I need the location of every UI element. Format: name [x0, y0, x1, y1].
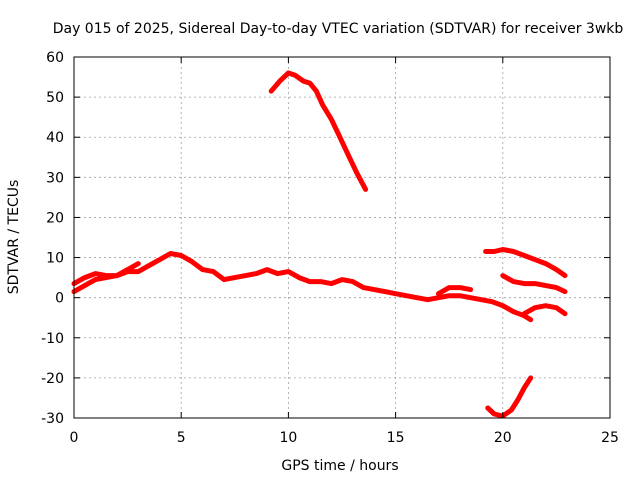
y-tick-label: 10 [46, 251, 64, 267]
series-line-track-early-lower [71, 261, 141, 295]
y-tick-label: -20 [41, 371, 64, 387]
y-tick-label: 30 [46, 170, 64, 186]
series-line-track-upper-arc [268, 70, 369, 192]
series-group [71, 70, 568, 419]
series-line-track-bottom-arc [485, 375, 534, 419]
x-tick-label: 10 [279, 430, 297, 446]
plot-frame [73, 56, 611, 419]
series-line-track-late-middle [500, 273, 568, 295]
y-tick-labels: -30 -20 -10 0 10 20 30 40 50 60 [41, 50, 64, 427]
grid [74, 57, 610, 418]
x-tick-label: 5 [177, 430, 186, 446]
y-tick-label: 0 [55, 291, 64, 307]
x-tick-labels: 0 5 10 15 20 25 [70, 430, 619, 446]
y-axis-title: SDTVAR / TECUs [6, 180, 22, 295]
series-line-track-late-upper [483, 247, 568, 279]
axis-ticks [73, 56, 611, 419]
y-tick-label: -10 [41, 331, 64, 347]
x-tick-label: 0 [70, 430, 79, 446]
series-line-track-late-lower [521, 303, 568, 317]
x-tick-label: 20 [494, 430, 512, 446]
y-tick-label: 20 [46, 210, 64, 226]
x-tick-label: 15 [387, 430, 405, 446]
y-tick-label: 40 [46, 130, 64, 146]
x-tick-label: 25 [601, 430, 619, 446]
x-axis-title: GPS time / hours [281, 458, 398, 474]
y-tick-label: -30 [41, 411, 64, 427]
series-line-track-late-mid [436, 285, 474, 297]
y-tick-label: 50 [46, 90, 64, 106]
y-tick-label: 60 [46, 50, 64, 66]
chart-title: Day 015 of 2025, Sidereal Day-to-day VTE… [53, 21, 624, 37]
series-line-track-main [71, 251, 534, 323]
